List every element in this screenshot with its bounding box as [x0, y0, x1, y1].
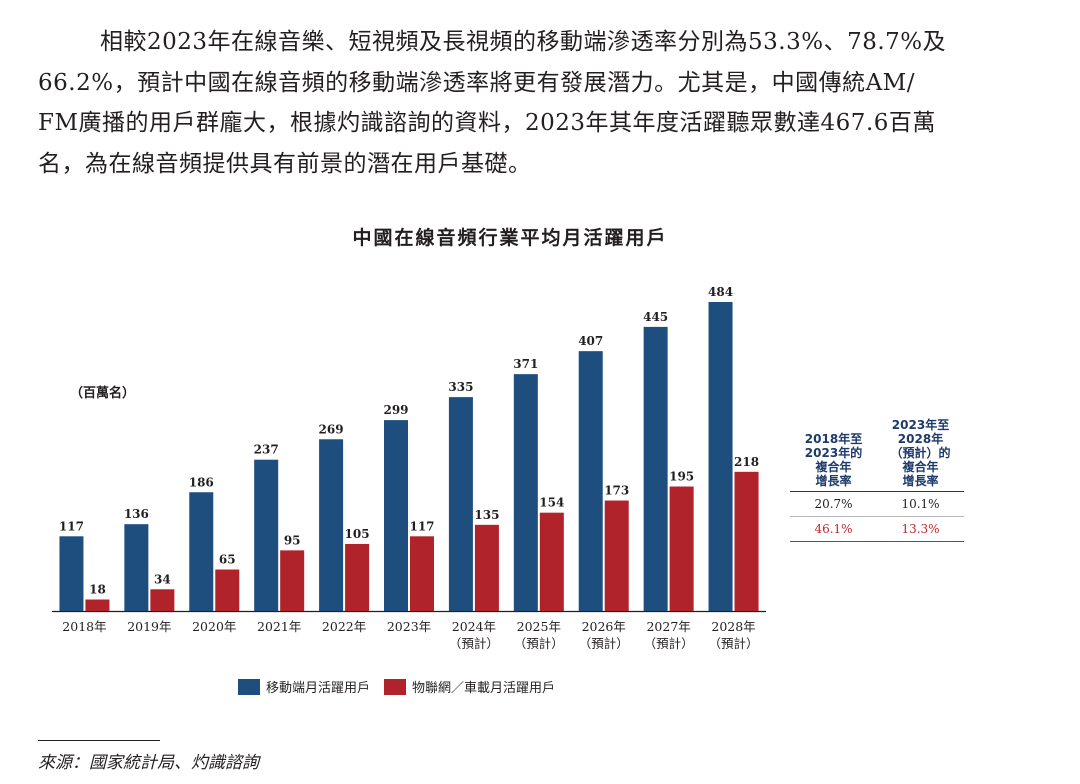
data-label-iot: 117 — [409, 519, 434, 533]
cagr-header-line: （預計）的 — [890, 446, 951, 460]
bar-mobile — [254, 459, 279, 611]
legend-swatch-mobile — [238, 678, 260, 695]
data-label-iot: 34 — [154, 572, 171, 586]
data-label-iot: 218 — [734, 455, 759, 469]
x-tick-label: 2028年 — [711, 619, 755, 634]
cagr-value: 10.1% — [901, 497, 940, 511]
data-label-mobile: 371 — [513, 357, 538, 371]
cagr-header-line: 複合年 — [902, 460, 939, 474]
data-label-iot: 195 — [669, 470, 694, 484]
cagr-header-line: 複合年 — [815, 460, 852, 474]
x-tick-label: 2026年 — [582, 619, 626, 634]
x-tick-label: 2020年 — [192, 619, 236, 634]
legend-swatch-iot — [384, 678, 407, 695]
data-label-mobile: 299 — [383, 403, 408, 417]
data-label-mobile: 117 — [59, 519, 84, 533]
bar-mobile — [124, 524, 149, 611]
cagr-row-iot: 46.1% 13.3% — [790, 517, 964, 542]
bar-iot — [604, 500, 629, 611]
bar-mobile — [189, 492, 214, 611]
legend-label-iot: 物聯網／車載月活躍用戶 — [412, 681, 556, 696]
data-label-iot: 173 — [604, 484, 629, 498]
data-label-iot: 154 — [539, 496, 564, 510]
bar-iot — [669, 486, 694, 611]
x-tick-label: （預計） — [579, 636, 629, 651]
data-label-mobile: 237 — [254, 443, 279, 457]
cagr-value: 20.7% — [814, 497, 853, 511]
cagr-header-line: 增長率 — [902, 474, 939, 488]
cagr-header-line: 2023年的 — [804, 446, 863, 460]
cagr-header-line: 2023年至 — [891, 418, 950, 432]
data-label-iot: 18 — [89, 583, 106, 597]
bar-mobile — [319, 439, 344, 611]
data-label-iot: 105 — [345, 527, 370, 541]
bar-mobile — [708, 302, 733, 611]
data-label-iot: 65 — [219, 553, 236, 567]
x-tick-label: 2019年 — [127, 619, 171, 634]
bar-mobile — [384, 420, 408, 611]
x-tick-label: 2025年 — [517, 619, 561, 634]
x-tick-label: 2018年 — [62, 619, 106, 634]
data-label-mobile: 269 — [319, 422, 344, 436]
x-tick-label: 2022年 — [322, 619, 366, 634]
data-label-mobile: 186 — [189, 475, 214, 489]
data-label-iot: 135 — [474, 508, 499, 522]
cagr-table: 2018年至 2023年的 複合年 增長率 2023年至 2028年 （預計）的… — [790, 398, 964, 542]
cagr-header-line: 增長率 — [815, 474, 852, 488]
x-tick-label: （預計） — [644, 636, 694, 651]
x-tick-label: 2024年 — [452, 619, 496, 634]
legend-label-mobile: 移動端月活躍用戶 — [266, 681, 371, 696]
cagr-header-line: 2018年至 — [804, 432, 863, 446]
cagr-value: 46.1% — [814, 522, 853, 536]
paragraph-line: 名，為在線音頻提供具有前景的潛在用戶基礎。 — [38, 150, 532, 177]
data-label-iot: 95 — [284, 533, 301, 547]
bar-mobile — [643, 326, 668, 611]
cagr-header: 2018年至 2023年的 複合年 增長率 2023年至 2028年 （預計）的… — [790, 398, 964, 492]
data-label-mobile: 484 — [708, 285, 733, 299]
bar-iot — [410, 536, 434, 611]
intro-paragraph: 相較2023年在線音樂、短視頻及長視頻的移動端滲透率分別為53.3%、78.7%… — [38, 22, 1038, 184]
source-divider — [38, 740, 160, 741]
source-note: 來源：國家統計局、灼識諮詢 — [38, 753, 259, 773]
data-label-mobile: 335 — [448, 380, 473, 394]
legend-item-mobile: 移動端月活躍用戶 — [238, 677, 370, 696]
bar-iot — [150, 589, 175, 611]
cagr-row-mobile: 20.7% 10.1% — [790, 492, 964, 517]
x-tick-label: 2027年 — [646, 619, 690, 634]
data-label-mobile: 136 — [124, 507, 149, 521]
x-tick-label: （預計） — [709, 636, 759, 651]
x-tick-label: 2021年 — [257, 619, 301, 634]
bar-iot — [474, 524, 499, 611]
cagr-header-hist: 2018年至 2023年的 複合年 增長率 — [790, 432, 877, 488]
legend-item-iot: 物聯網／車載月活躍用戶 — [384, 677, 555, 696]
cagr-header-forecast: 2023年至 2028年 （預計）的 複合年 增長率 — [877, 418, 964, 488]
cagr-header-line: 2028年 — [897, 432, 944, 446]
bar-mobile — [513, 374, 538, 611]
bar-mobile — [59, 536, 84, 611]
bar-iot — [85, 599, 110, 611]
bar-mobile — [448, 397, 473, 611]
bar-iot — [280, 550, 305, 611]
cagr-value: 13.3% — [901, 522, 940, 536]
chart-title: 中國在線音頻行業平均月活躍用戶 — [352, 227, 668, 249]
bar-iot — [215, 569, 240, 611]
y-unit-label: （百萬名） — [70, 386, 136, 401]
bar-iot — [345, 543, 370, 611]
x-tick-label: （預計） — [514, 636, 564, 651]
x-tick-label: （預計） — [449, 636, 499, 651]
bar-mobile — [578, 351, 603, 611]
paragraph-line: 相較2023年在線音樂、短視頻及長視頻的移動端滲透率分別為53.3%、78.7%… — [100, 29, 947, 55]
bar-iot — [539, 512, 564, 611]
chart-legend: 移動端月活躍用戶 物聯網／車載月活躍用戶 — [238, 677, 569, 696]
data-label-mobile: 407 — [578, 334, 603, 348]
paragraph-line: 66.2%，預計中國在線音頻的移動端滲透率將更有發展潛力。尤其是，中國傳統AM/ — [38, 69, 915, 96]
bar-iot — [734, 471, 759, 611]
paragraph-line: FM廣播的用戶群龐大，根據灼識諮詢的資料，2023年其年度活躍聽眾數達467.6… — [38, 110, 936, 136]
x-tick-label: 2023年 — [387, 619, 431, 634]
data-label-mobile: 445 — [643, 310, 668, 324]
